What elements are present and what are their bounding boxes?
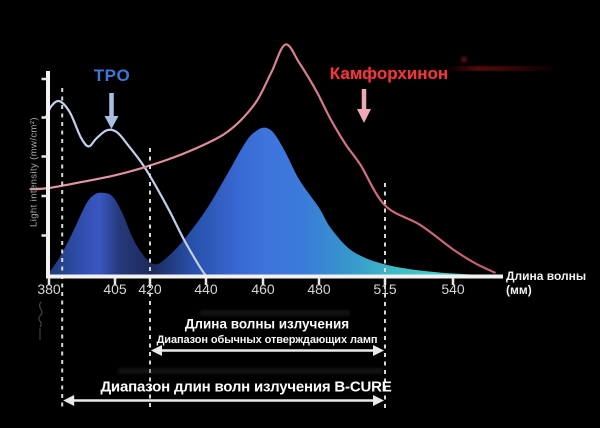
x-tick-label: 515 [373,281,397,297]
y-axis-label: Light intensity (mw/cm²) [28,117,40,227]
range-arrow-head [373,395,384,406]
range-arrow-head [373,345,384,356]
red-smudge [459,55,469,64]
conventional-range-label: Диапазон обычных отверждающих ламп [156,334,378,346]
watermark-icon [38,301,43,340]
red-smudge [446,66,554,71]
camphorquinone-label: Камфорхинон [329,64,449,83]
range-arrow-head [151,345,162,356]
camphorquinone-curve [29,43,496,274]
bcure-range-label: Диапазон длин волн излучения B-CURE [100,378,392,396]
x-tick-label: 420 [138,281,162,297]
x-tick-label: 460 [251,281,275,297]
x-axis-label: Длина волны (мм) [506,269,587,297]
emission-range-title: Длина волны излучения [184,316,350,332]
tpo-curve [45,99,208,278]
x-tick-label: 380 [37,281,61,297]
tpo-arrow-icon [104,93,119,129]
x-tick-label: 405 [103,281,127,297]
tpo-label: TPO [93,66,131,85]
remnant-mark [200,310,350,316]
remnant-mark [118,368,383,374]
x-tick-label: 440 [194,281,218,297]
range-arrow-head [63,395,75,406]
emission-area [46,127,504,277]
x-tick-label: 480 [307,281,331,297]
x-tick-label: 540 [441,281,465,297]
camphorquinone-arrow-icon [357,89,371,123]
